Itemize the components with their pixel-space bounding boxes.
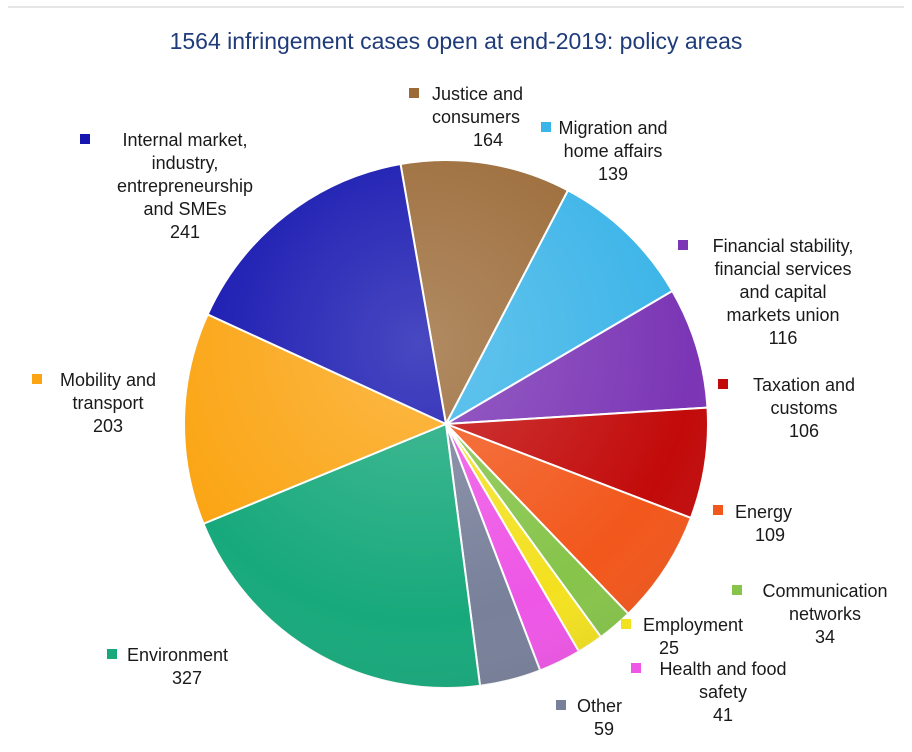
slice-value-label: 203 [93,416,123,436]
slice-label-line: Other [577,696,622,716]
slice-value-label: 164 [473,130,503,150]
slice-label-line: Internal market, [122,130,247,150]
legend-item-other: Other 59 [556,696,622,739]
legend-marker [32,374,42,384]
legend-marker [678,240,688,250]
legend-item-migration-and-home-affairs: Migration and home affairs 139 [541,118,668,184]
legend-marker [631,663,641,673]
slice-value-label: 327 [172,668,202,688]
slice-label-line: Justice and [432,84,523,104]
slice-label-line: Health and food [659,659,786,679]
slice-value-label: 109 [755,525,785,545]
slice-value-label: 116 [769,328,798,348]
slice-label-line: financial services [714,259,851,279]
slice-label-line: Migration and [558,118,667,138]
legend-item-financial-stability-financial-services-and-capital-markets-union: Financial stability, financial services an… [678,236,853,348]
slice-value-label: 59 [594,719,614,739]
top-divider [8,6,904,8]
legend-item-environment: Environment 327 [107,645,228,688]
legend-item-mobility-and-transport: Mobility and transport 203 [32,370,156,436]
legend-marker [718,379,728,389]
legend-item-justice-and-consumers: Justice and consumers 164 [409,84,523,150]
legend-marker [541,122,551,132]
legend-item-health-and-food-safety: Health and food safety 41 [631,659,787,725]
slice-label-line: and capital [739,282,826,302]
slice-value-label: 241 [170,222,200,242]
pie-labels: Justice and consumers 164 Migration and home… [32,84,888,739]
slice-value-label: 34 [815,627,835,647]
slice-label-line: Energy [735,502,792,522]
legend-marker [409,88,419,98]
slice-label-line: Taxation and [753,375,855,395]
slice-label-line: entrepreneurship [117,176,253,196]
slice-label-line: and SMEs [143,199,226,219]
legend-marker [107,649,117,659]
slice-value-label: 106 [789,421,819,441]
slice-label-line: transport [72,393,143,413]
slice-label-line: Communication [762,581,887,601]
slice-label-line: safety [699,682,747,702]
legend-marker [621,619,631,629]
slice-label-line: markets union [726,305,839,325]
slice-label-line: home affairs [564,141,663,161]
slice-label-line: industry, [152,153,219,173]
pie-slices [183,159,709,689]
legend-item-internal-market-industry-entrepreneurship-and-smes: Internal market, industry, entrepreneurshi… [80,130,253,242]
slice-label-line: Employment [643,615,743,635]
slice-label-line: consumers [432,107,520,127]
slice-label-line: Mobility and [60,370,156,390]
legend-item-energy: Energy 109 [713,502,792,545]
legend-marker [80,134,90,144]
legend-item-employment: Employment 25 [621,615,743,658]
legend-marker [732,585,742,595]
slice-label-line: networks [789,604,861,624]
slice-value-label: 25 [659,638,679,658]
legend-marker [556,700,566,710]
legend-item-communication-networks: Communication networks 34 [732,581,888,647]
slice-label-line: customs [770,398,837,418]
chart-title: 1564 infringement cases open at end-2019… [169,28,743,54]
slice-label-line: Financial stability, [713,236,854,256]
slice-value-label: 41 [713,705,733,725]
slice-label-line: Environment [127,645,228,665]
legend-marker [713,505,723,515]
slice-value-label: 139 [598,164,628,184]
legend-item-taxation-and-customs: Taxation and customs 106 [718,375,855,441]
